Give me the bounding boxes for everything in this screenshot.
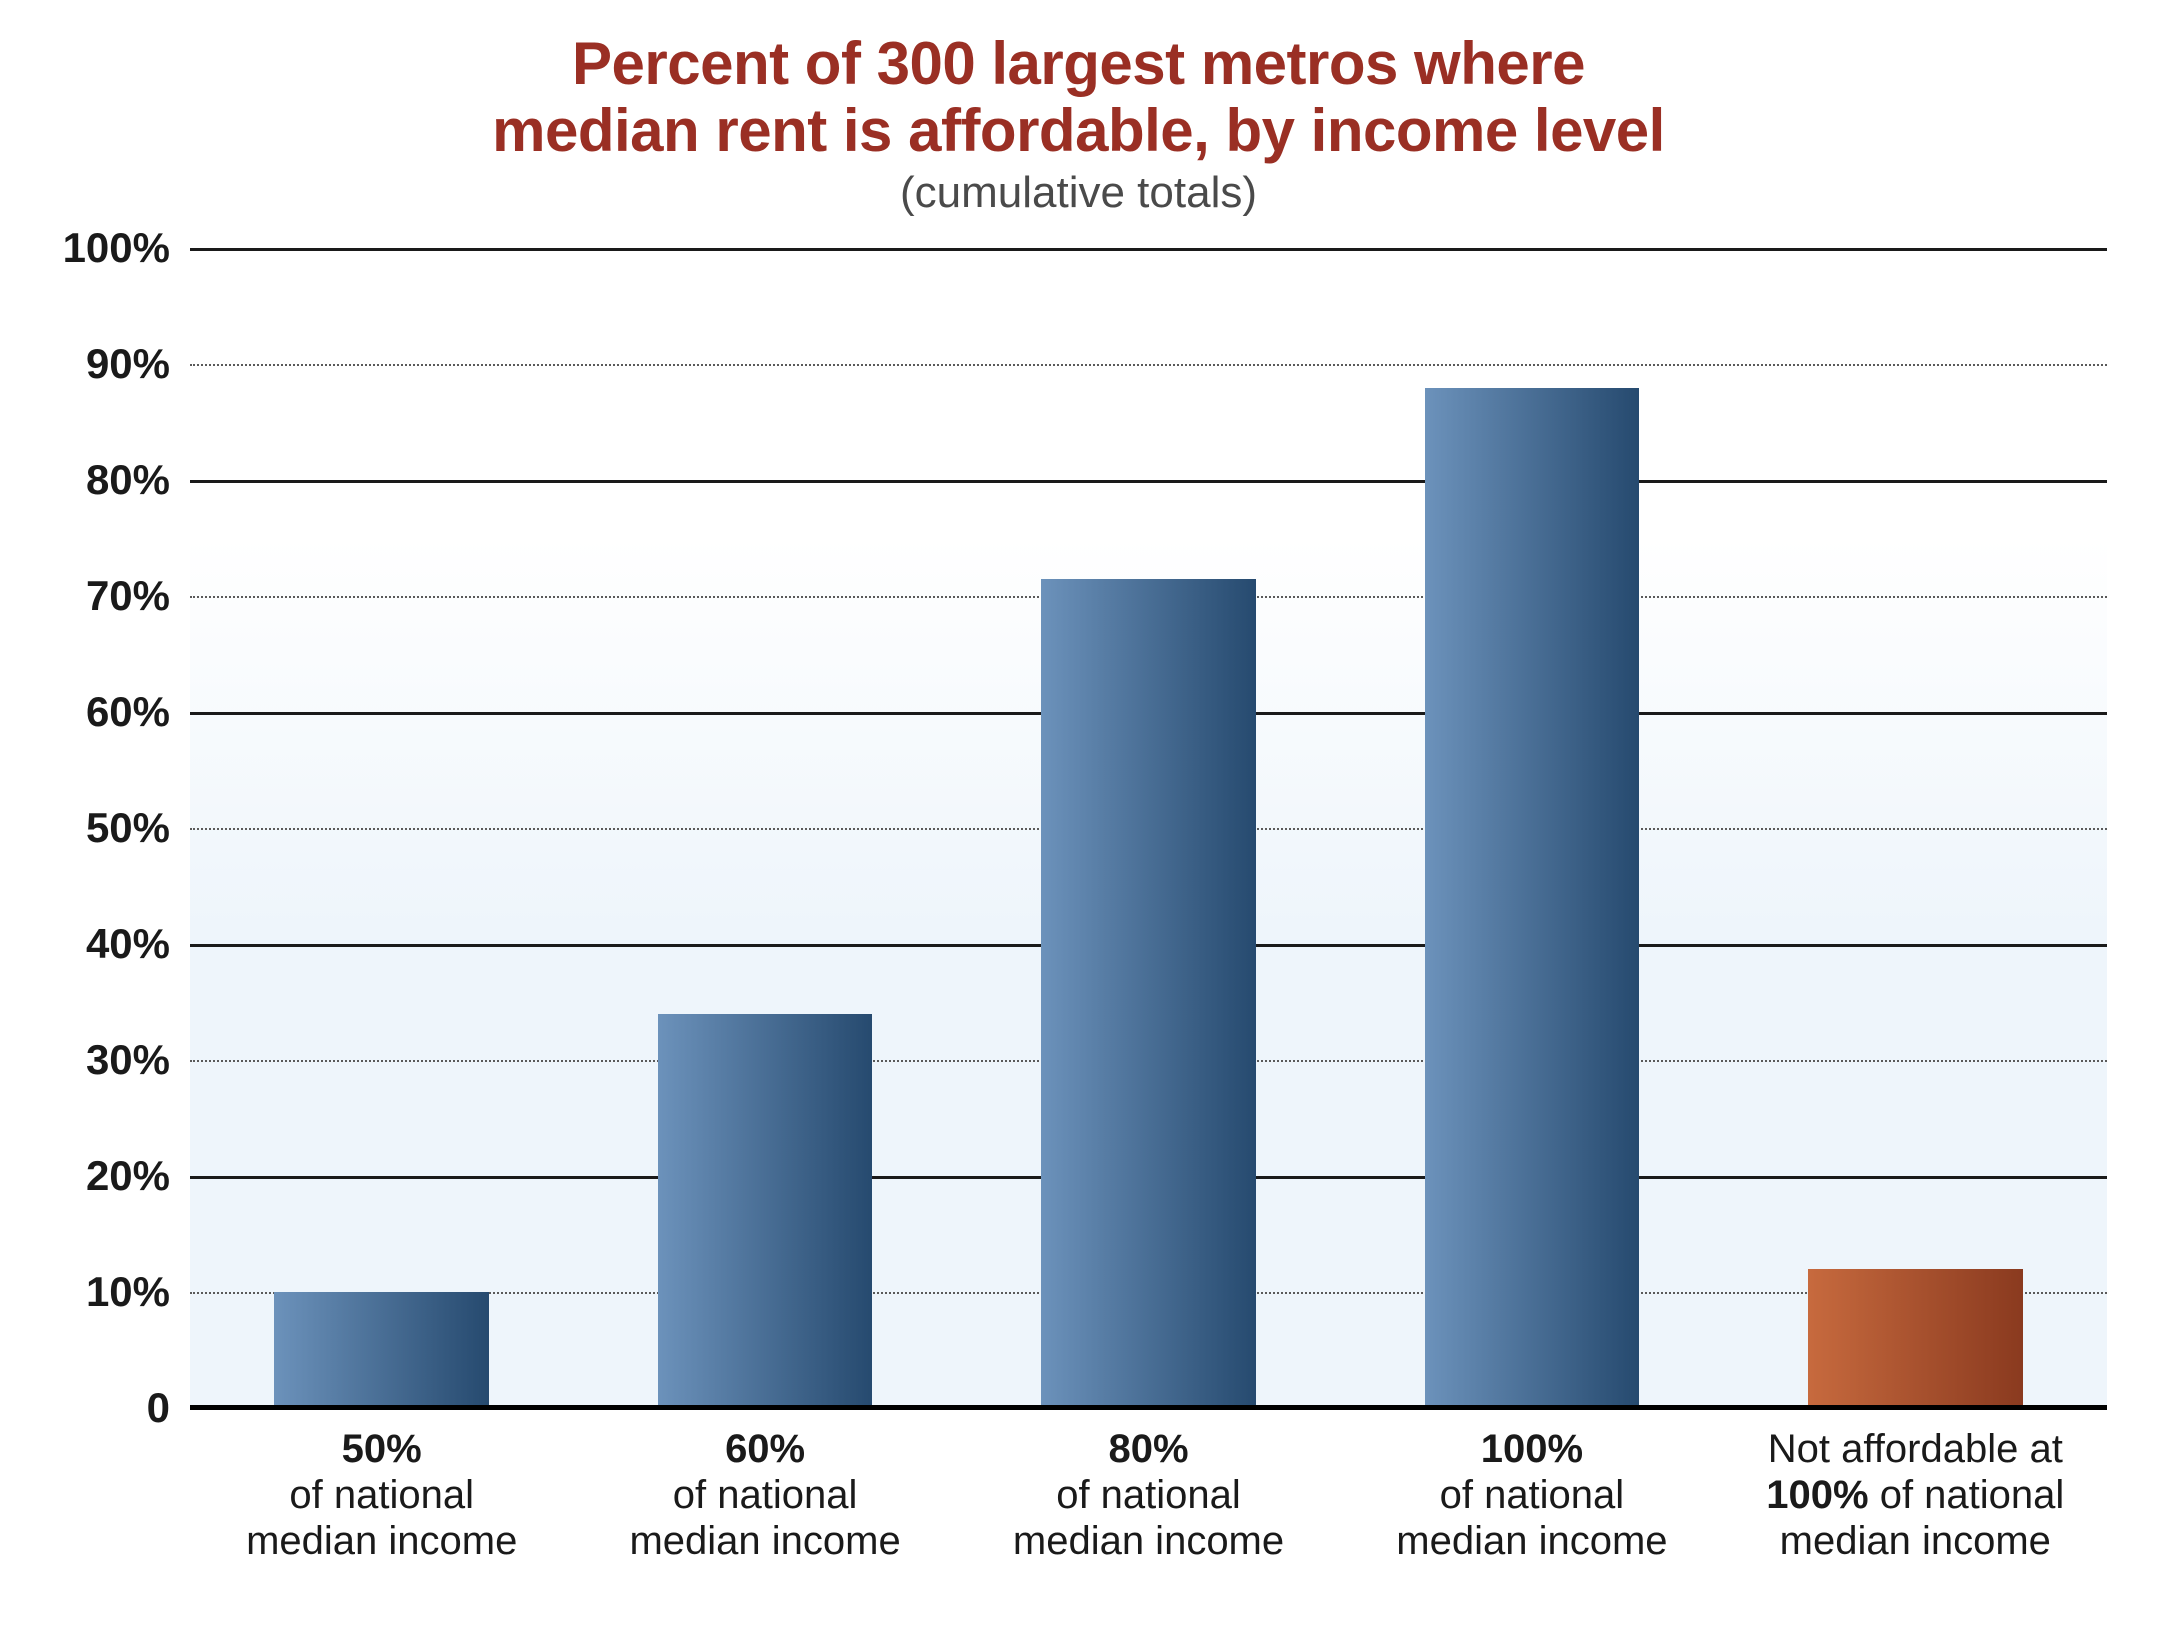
x-label-bold: 60% (585, 1426, 945, 1472)
bar (658, 1014, 873, 1408)
plot-outer: 010%20%30%40%50%60%70%80%90%100% 50%of n… (190, 248, 2107, 1626)
chart-title-line1: Percent of 300 largest metros where (572, 30, 1585, 97)
x-axis-label: 50%of nationalmedian income (202, 1426, 562, 1564)
x-label-line: 100% of national (1735, 1472, 2095, 1518)
bar-fill (274, 1292, 489, 1408)
x-label-bold-inline: 100% (1766, 1473, 1868, 1517)
bar (274, 1292, 489, 1408)
chart-title: Percent of 300 largest metros where medi… (20, 30, 2137, 164)
x-label-bold: 100% (1352, 1426, 1712, 1472)
x-label-line: median income (1352, 1518, 1712, 1564)
x-label-bold: 80% (969, 1426, 1329, 1472)
x-axis-label: Not affordable at100% of nationalmedian … (1735, 1426, 2095, 1564)
chart-subtitle: (cumulative totals) (20, 168, 2137, 218)
x-label-line: of national (1352, 1472, 1712, 1518)
bar-fill (658, 1014, 873, 1408)
x-label-line: of national (202, 1472, 562, 1518)
x-label-line: Not affordable at (1735, 1426, 2095, 1472)
x-axis-label: 100%of nationalmedian income (1352, 1426, 1712, 1564)
y-tick-label: 90% (86, 340, 190, 388)
y-tick-label: 70% (86, 572, 190, 620)
plot-area: 010%20%30%40%50%60%70%80%90%100% (190, 248, 2107, 1408)
bar-fill (1041, 579, 1256, 1408)
y-tick-label: 60% (86, 688, 190, 736)
bar (1808, 1269, 2023, 1408)
x-label-bold: 50% (202, 1426, 562, 1472)
y-tick-label: 30% (86, 1036, 190, 1084)
x-label-line: median income (969, 1518, 1329, 1564)
bar-fill (1808, 1269, 2023, 1408)
chart-title-line2: median rent is affordable, by income lev… (492, 97, 1665, 164)
chart-container: Percent of 300 largest metros where medi… (0, 0, 2157, 1634)
bar-fill (1425, 388, 1640, 1409)
x-label-line: of national (969, 1472, 1329, 1518)
bars-layer (190, 248, 2107, 1408)
bar (1041, 579, 1256, 1408)
y-tick-label: 0 (147, 1384, 190, 1432)
y-tick-label: 10% (86, 1268, 190, 1316)
x-axis-label: 80%of nationalmedian income (969, 1426, 1329, 1564)
bar (1425, 388, 1640, 1409)
x-label-line: median income (1735, 1518, 2095, 1564)
x-label-line: of national (585, 1472, 945, 1518)
x-label-line: median income (585, 1518, 945, 1564)
y-tick-label: 100% (63, 224, 190, 272)
x-axis-label: 60%of nationalmedian income (585, 1426, 945, 1564)
y-tick-label: 50% (86, 804, 190, 852)
x-label-line: median income (202, 1518, 562, 1564)
x-axis-labels: 50%of nationalmedian income60%of nationa… (190, 1426, 2107, 1626)
y-tick-label: 20% (86, 1152, 190, 1200)
x-axis-baseline (190, 1405, 2107, 1410)
y-tick-label: 80% (86, 456, 190, 504)
y-tick-label: 40% (86, 920, 190, 968)
